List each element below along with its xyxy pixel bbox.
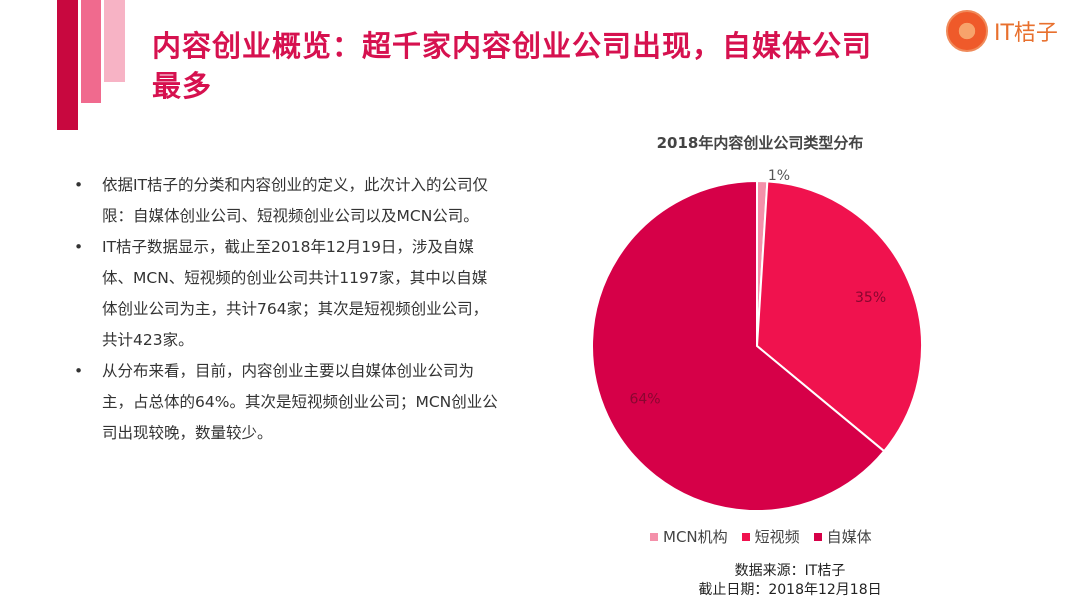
legend-swatch <box>650 532 658 541</box>
pie-data-label: 1% <box>768 168 790 184</box>
legend-item-mcn: MCN机构 <box>650 526 728 547</box>
page-title: 内容创业概览：超千家内容创业公司出现，自媒体公司最多 <box>152 29 873 103</box>
legend-swatch <box>813 532 822 541</box>
legend-item-self-media: 自媒体 <box>813 526 872 547</box>
bullet-item: 依据IT桔子的分类和内容创业的定义，此次计入的公司仅限：自媒体创业公司、短视频创… <box>72 170 502 232</box>
chart-title: 2018年内容创业公司类型分布 <box>656 134 864 152</box>
pie-data-label: 64% <box>629 392 660 408</box>
bullet-item: IT桔子数据显示，截止至2018年12月19日，涉及自媒体、MCN、短视频的创业… <box>72 232 502 356</box>
cutoff-date: 截止日期：2018年12月18日 <box>698 582 882 598</box>
orange-logo-icon <box>946 10 988 52</box>
legend-swatch <box>741 532 750 541</box>
legend: MCN机构 短视频 自媒体 <box>650 526 872 547</box>
pie-slice-short-video <box>755 180 923 453</box>
pie-data-label: 35% <box>855 290 886 306</box>
decor-bar-mid <box>81 0 101 103</box>
source-line: 数据来源：IT桔子 <box>734 563 846 579</box>
logo-text: IT桔子 <box>994 21 1058 46</box>
pie-slice-self-media <box>591 179 886 512</box>
logo: IT桔子 <box>946 10 1058 52</box>
bullet-list: 依据IT桔子的分类和内容创业的定义，此次计入的公司仅限：自媒体创业公司、短视频创… <box>72 170 502 449</box>
decor-bar-dark <box>57 0 78 130</box>
data-source: 数据来源：IT桔子 截止日期：2018年12月18日 <box>660 562 920 600</box>
bullet-item: 从分布来看，目前，内容创业主要以自媒体创业公司为主，占总体的64%。其次是短视频… <box>72 356 502 449</box>
decor-bar-light <box>104 0 125 82</box>
legend-item-short-video: 短视频 <box>741 526 800 547</box>
